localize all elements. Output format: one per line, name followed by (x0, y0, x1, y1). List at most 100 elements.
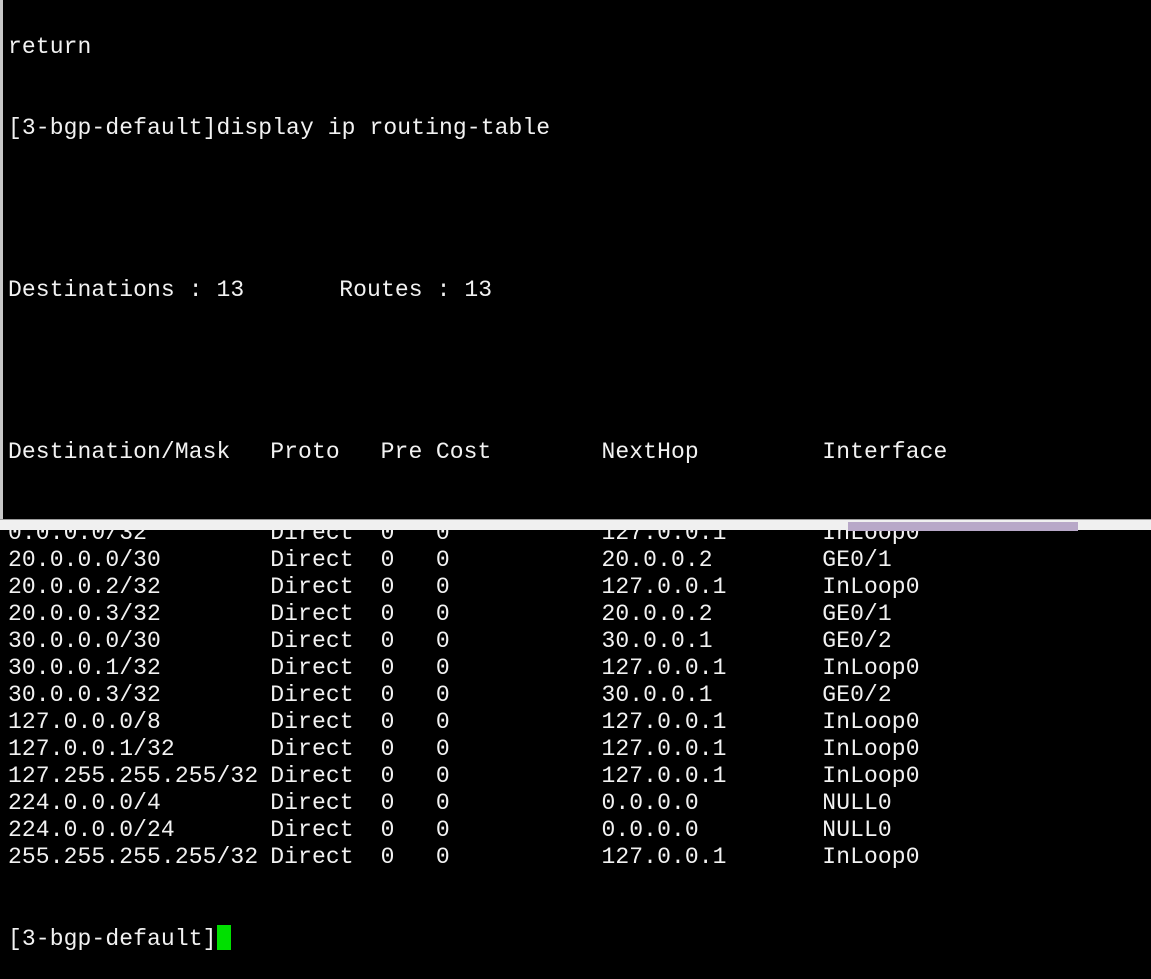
cell-interface: NULL0 (822, 817, 892, 843)
cell-cost: 0 (435, 601, 450, 627)
cell-pre: 0 (380, 817, 395, 843)
cell-pre: 0 (380, 655, 395, 681)
cell-pre: 0 (380, 844, 395, 870)
cell-interface: NULL0 (822, 790, 892, 816)
prompt: [3-bgp-default] (8, 926, 217, 952)
column-header-cost: Cost (435, 439, 492, 465)
cell-interface: InLoop0 (822, 736, 920, 762)
cell-next-hop: 30.0.0.1 (601, 628, 713, 654)
cell-interface: GE0/1 (822, 601, 892, 627)
cell-proto: Direct (270, 655, 354, 681)
cursor (216, 925, 231, 950)
cell-destination-mask: 127.0.0.0/8 (8, 709, 161, 735)
cell-pre: 0 (380, 547, 395, 573)
command-text: display ip routing-table (216, 115, 551, 141)
cell-destination-mask: 127.0.0.1/32 (8, 736, 175, 762)
cell-interface: InLoop0 (822, 574, 920, 600)
cell-cost: 0 (435, 763, 450, 789)
column-header-next-hop: NextHop (601, 439, 699, 465)
cell-pre: 0 (380, 628, 395, 654)
cell-proto: Direct (270, 790, 354, 816)
cell-proto: Direct (270, 736, 354, 762)
cell-pre: 0 (380, 790, 395, 816)
cell-pre: 0 (380, 736, 395, 762)
column-header-interface: Interface (822, 439, 948, 465)
cell-proto: Direct (270, 601, 354, 627)
cell-destination-mask: 20.0.0.2/32 (8, 574, 161, 600)
cell-cost: 0 (435, 709, 450, 735)
column-header-destination-mask: Destination/Mask (8, 439, 231, 465)
table-row: 224.0.0.0/24 Direct 0 0 0.0.0.0 NULL0 (8, 817, 947, 844)
cell-destination-mask: 224.0.0.0/4 (8, 790, 161, 816)
cell-pre: 0 (380, 574, 395, 600)
cell-proto: Direct (270, 628, 354, 654)
table-row: 20.0.0.2/32 Direct 0 0 127.0.0.1 InLoop0 (8, 574, 947, 601)
cell-next-hop: 127.0.0.1 (601, 763, 727, 789)
terminal-output[interactable]: return [3-bgp-default]display ip routing… (8, 0, 947, 979)
cell-next-hop: 127.0.0.1 (601, 574, 727, 600)
cell-cost: 0 (435, 790, 450, 816)
cell-destination-mask: 30.0.0.3/32 (8, 682, 161, 708)
destinations-count: Destinations : 13 (8, 277, 245, 303)
table-row: 30.0.0.0/30 Direct 0 0 30.0.0.1 GE0/2 (8, 628, 947, 655)
cell-interface: GE0/1 (822, 547, 892, 573)
cell-next-hop: 0.0.0.0 (601, 817, 699, 843)
prompt: [3-bgp-default] (8, 115, 217, 141)
blank-line (8, 358, 947, 385)
cell-cost: 0 (435, 817, 450, 843)
cell-next-hop: 0.0.0.0 (601, 790, 699, 816)
cell-next-hop: 20.0.0.2 (601, 601, 713, 627)
column-header-proto: Proto (270, 439, 340, 465)
cell-next-hop: 127.0.0.1 (601, 655, 727, 681)
cell-proto: Direct (270, 817, 354, 843)
cell-proto: Direct (270, 844, 354, 870)
cell-cost: 0 (435, 655, 450, 681)
table-row: 127.0.0.1/32 Direct 0 0 127.0.0.1 InLoop0 (8, 736, 947, 763)
cell-destination-mask: 224.0.0.0/24 (8, 817, 175, 843)
table-row: 127.0.0.0/8 Direct 0 0 127.0.0.1 InLoop0 (8, 709, 947, 736)
command-line: [3-bgp-default]display ip routing-table (8, 115, 947, 142)
cell-proto: Direct (270, 682, 354, 708)
input-line[interactable]: [3-bgp-default] (8, 925, 947, 952)
window-left-edge (0, 0, 3, 519)
cell-destination-mask: 30.0.0.0/30 (8, 628, 161, 654)
table-row: 30.0.0.3/32 Direct 0 0 30.0.0.1 GE0/2 (8, 682, 947, 709)
column-header-pre: Pre (380, 439, 423, 465)
table-row: 255.255.255.255/32 Direct 0 0 127.0.0.1 InLoo… (8, 844, 947, 871)
cell-cost: 0 (435, 628, 450, 654)
cell-proto: Direct (270, 709, 354, 735)
table-header: Destination/Mask Proto Pre Cost NextHop Inter… (8, 439, 947, 466)
cell-destination-mask: 20.0.0.3/32 (8, 601, 161, 627)
cell-destination-mask: 30.0.0.1/32 (8, 655, 161, 681)
cell-pre: 0 (380, 763, 395, 789)
cell-next-hop: 30.0.0.1 (601, 682, 713, 708)
taskbar-strip (0, 519, 1151, 531)
cell-pre: 0 (380, 709, 395, 735)
blank-line (8, 196, 947, 223)
cell-proto: Direct (270, 574, 354, 600)
cell-interface: InLoop0 (822, 844, 920, 870)
cell-cost: 0 (435, 574, 450, 600)
table-row: 20.0.0.0/30 Direct 0 0 20.0.0.2 GE0/1 (8, 547, 947, 574)
cell-next-hop: 127.0.0.1 (601, 736, 727, 762)
table-row: 127.255.255.255/32 Direct 0 0 127.0.0.1 InLoo… (8, 763, 947, 790)
table-row: 30.0.0.1/32 Direct 0 0 127.0.0.1 InLoop0 (8, 655, 947, 682)
table-row: 20.0.0.3/32 Direct 0 0 20.0.0.2 GE0/1 (8, 601, 947, 628)
cell-interface: GE0/2 (822, 682, 892, 708)
cell-cost: 0 (435, 682, 450, 708)
cell-interface: InLoop0 (822, 709, 920, 735)
cell-interface: GE0/2 (822, 628, 892, 654)
cell-interface: InLoop0 (822, 655, 920, 681)
cell-pre: 0 (380, 601, 395, 627)
cell-pre: 0 (380, 682, 395, 708)
table-row: 224.0.0.0/4 Direct 0 0 0.0.0.0 NULL0 (8, 790, 947, 817)
cell-destination-mask: 127.255.255.255/32 (8, 763, 259, 789)
cell-interface: InLoop0 (822, 763, 920, 789)
cell-cost: 0 (435, 736, 450, 762)
cell-proto: Direct (270, 547, 354, 573)
taskbar-item[interactable] (848, 522, 1078, 531)
cell-proto: Direct (270, 763, 354, 789)
cell-next-hop: 127.0.0.1 (601, 709, 727, 735)
cell-next-hop: 20.0.0.2 (601, 547, 713, 573)
previous-output-line: return (8, 34, 92, 60)
